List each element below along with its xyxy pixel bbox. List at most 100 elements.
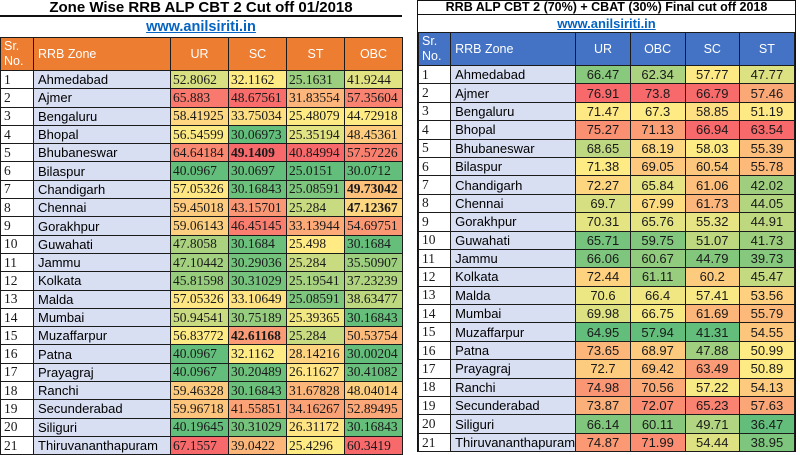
cutoff-value-cell: 74.87 <box>575 432 631 453</box>
cutoff-value-cell: 25.284 <box>286 198 345 218</box>
table-row: 4 Bhopal 56.54599 30.06973 25.35194 48.45361 <box>0 124 403 145</box>
cutoff-value-cell: 65.84 <box>629 175 686 195</box>
cutoff-value-cell: 45.81598 <box>170 271 229 291</box>
left-link-row: www.anilsiriti.in <box>0 17 402 37</box>
sr-no-cell: 21 <box>417 432 452 453</box>
cutoff-value-cell: 37.23239 <box>344 271 403 291</box>
column-header-obc: OBC <box>344 37 403 71</box>
website-link[interactable]: www.anilsiriti.in <box>557 16 656 31</box>
zone-name-cell: Malda <box>33 289 171 309</box>
cutoff-value-cell: 66.94 <box>684 120 740 140</box>
column-header-sr-no: Sr. No. <box>417 32 452 66</box>
cutoff-value-cell: 52.8062 <box>170 69 229 90</box>
cutoff-value-cell: 42.02 <box>738 175 796 195</box>
table-row: 18 Ranchi 59.46328 30.16843 31.67828 48.04014 <box>0 381 403 401</box>
cutoff-value-cell: 57.46 <box>738 83 796 103</box>
cutoff-value-cell: 54.44 <box>684 432 740 453</box>
cutoff-value-cell: 32.1162 <box>228 69 287 90</box>
cutoff-value-cell: 67.1557 <box>170 435 229 455</box>
zone-name-cell: Siliguri <box>33 417 171 437</box>
sr-no-cell: 7 <box>0 179 34 200</box>
cutoff-value-cell: 71.38 <box>575 156 631 177</box>
cutoff-value-cell: 50.53754 <box>344 326 403 346</box>
zone-name-cell: Kolkata <box>450 267 577 287</box>
table-row: 9 Gorakhpur 70.31 65.76 55.32 44.91 <box>417 212 796 232</box>
table-row: 13 Malda 57.05326 33.10649 25.08591 38.63477 <box>0 289 403 309</box>
cutoff-value-cell: 47.8058 <box>170 234 229 254</box>
cutoff-value-cell: 48.45361 <box>344 124 403 145</box>
cutoff-value-cell: 47.12367 <box>344 198 403 218</box>
column-header-obc: OBC <box>629 32 686 66</box>
cutoff-value-cell: 25.35194 <box>286 124 345 145</box>
sr-no-cell: 19 <box>417 396 452 416</box>
sr-no-cell: 19 <box>0 399 34 419</box>
cutoff-value-cell: 65.76 <box>629 212 686 232</box>
cutoff-value-cell: 49.1409 <box>228 143 287 163</box>
cutoff-value-cell: 61.73 <box>684 193 740 214</box>
cutoff-value-cell: 73.87 <box>575 396 631 416</box>
sr-no-cell: 14 <box>0 307 34 328</box>
cutoff-value-cell: 70.56 <box>629 377 686 398</box>
table-row: 3 Bengaluru 71.47 67.3 58.85 51.19 <box>417 101 796 122</box>
cutoff-value-cell: 51.07 <box>684 230 740 250</box>
cutoff-value-cell: 31.67828 <box>286 381 345 401</box>
cutoff-value-cell: 57.63 <box>738 396 796 416</box>
cutoff-value-cell: 57.35604 <box>344 88 403 108</box>
cutoff-value-cell: 74.98 <box>575 377 631 398</box>
cutoff-value-cell: 55.78 <box>738 156 796 177</box>
sr-no-cell: 9 <box>0 216 34 236</box>
cutoff-value-cell: 35.50907 <box>344 252 403 273</box>
cutoff-value-cell: 55.32 <box>684 212 740 232</box>
cutoff-value-cell: 49.71 <box>684 414 740 434</box>
cutoff-value-cell: 72.7 <box>575 359 631 379</box>
column-header-st: ST <box>286 37 345 71</box>
zone-name-cell: Patna <box>33 344 171 364</box>
sr-no-cell: 10 <box>0 234 34 254</box>
cutoff-value-cell: 40.19645 <box>170 417 229 437</box>
sr-no-cell: 2 <box>417 83 452 103</box>
zone-name-cell: Mumbai <box>450 304 577 324</box>
cutoff-value-cell: 32.1162 <box>228 344 287 364</box>
cutoff-value-cell: 64.64184 <box>170 143 229 163</box>
table-row: 6 Bilaspur 71.38 69.05 60.54 55.78 <box>417 156 796 177</box>
cutoff-value-cell: 25.19541 <box>286 271 345 291</box>
cutoff-value-cell: 49.73042 <box>344 179 403 200</box>
sr-no-cell: 10 <box>417 230 452 250</box>
cutoff-value-cell: 50.99 <box>738 340 796 361</box>
zone-name-cell: Thiruvananthapuram <box>33 435 171 455</box>
cutoff-value-cell: 71.13 <box>629 120 686 140</box>
column-header-sc: SC <box>228 37 287 71</box>
cutoff-value-cell: 40.0967 <box>170 161 229 181</box>
zone-name-cell: Jammu <box>450 248 577 269</box>
cutoff-value-cell: 69.42 <box>629 359 686 379</box>
table-row: 17 Prayagraj 72.7 69.42 63.49 50.89 <box>417 359 796 379</box>
cutoff-value-cell: 69.05 <box>629 156 686 177</box>
table-row: 8 Chennai 69.7 67.99 61.73 44.05 <box>417 193 796 214</box>
zone-name-cell: Bilaspur <box>33 161 171 181</box>
sr-no-cell: 9 <box>417 212 452 232</box>
cutoff-value-cell: 47.88 <box>684 340 740 361</box>
table-row: 10 Guwahati 65.71 59.75 51.07 41.73 <box>417 230 796 250</box>
zone-name-cell: Patna <box>450 340 577 361</box>
table-row: 16 Patna 73.65 68.97 47.88 50.99 <box>417 340 796 361</box>
zone-name-cell: Gorakhpur <box>450 212 577 232</box>
zone-name-cell: Ranchi <box>450 377 577 398</box>
cutoff-value-cell: 25.4296 <box>286 435 345 455</box>
table-row: 16 Patna 40.0967 32.1162 28.14216 30.00204 <box>0 344 403 364</box>
table-row: 10 Guwahati 47.8058 30.1684 25.498 30.1684 <box>0 234 403 254</box>
cutoff-value-cell: 59.75 <box>629 230 686 250</box>
cutoff-value-cell: 72.07 <box>629 396 686 416</box>
cutoff-value-cell: 75.27 <box>575 120 631 140</box>
cutoff-value-cell: 30.00204 <box>344 344 403 364</box>
cutoff-value-cell: 30.20489 <box>228 362 287 383</box>
website-link[interactable]: www.anilsiriti.in <box>146 19 256 35</box>
cutoff-value-cell: 30.31029 <box>228 271 287 291</box>
cutoff-value-cell: 25.48079 <box>286 106 345 126</box>
cutoff-value-cell: 60.67 <box>629 248 686 269</box>
column-header-rrb-zone: RRB Zone <box>450 32 577 66</box>
cutoff-value-cell: 55.39 <box>738 138 796 158</box>
cutoff-value-cell: 36.47 <box>738 414 796 434</box>
table-row: 21 Thiruvananthapuram 74.87 71.99 54.44 38.95 <box>417 432 796 453</box>
zone-name-cell: Kolkata <box>33 271 171 291</box>
cutoff-value-cell: 44.79 <box>684 248 740 269</box>
